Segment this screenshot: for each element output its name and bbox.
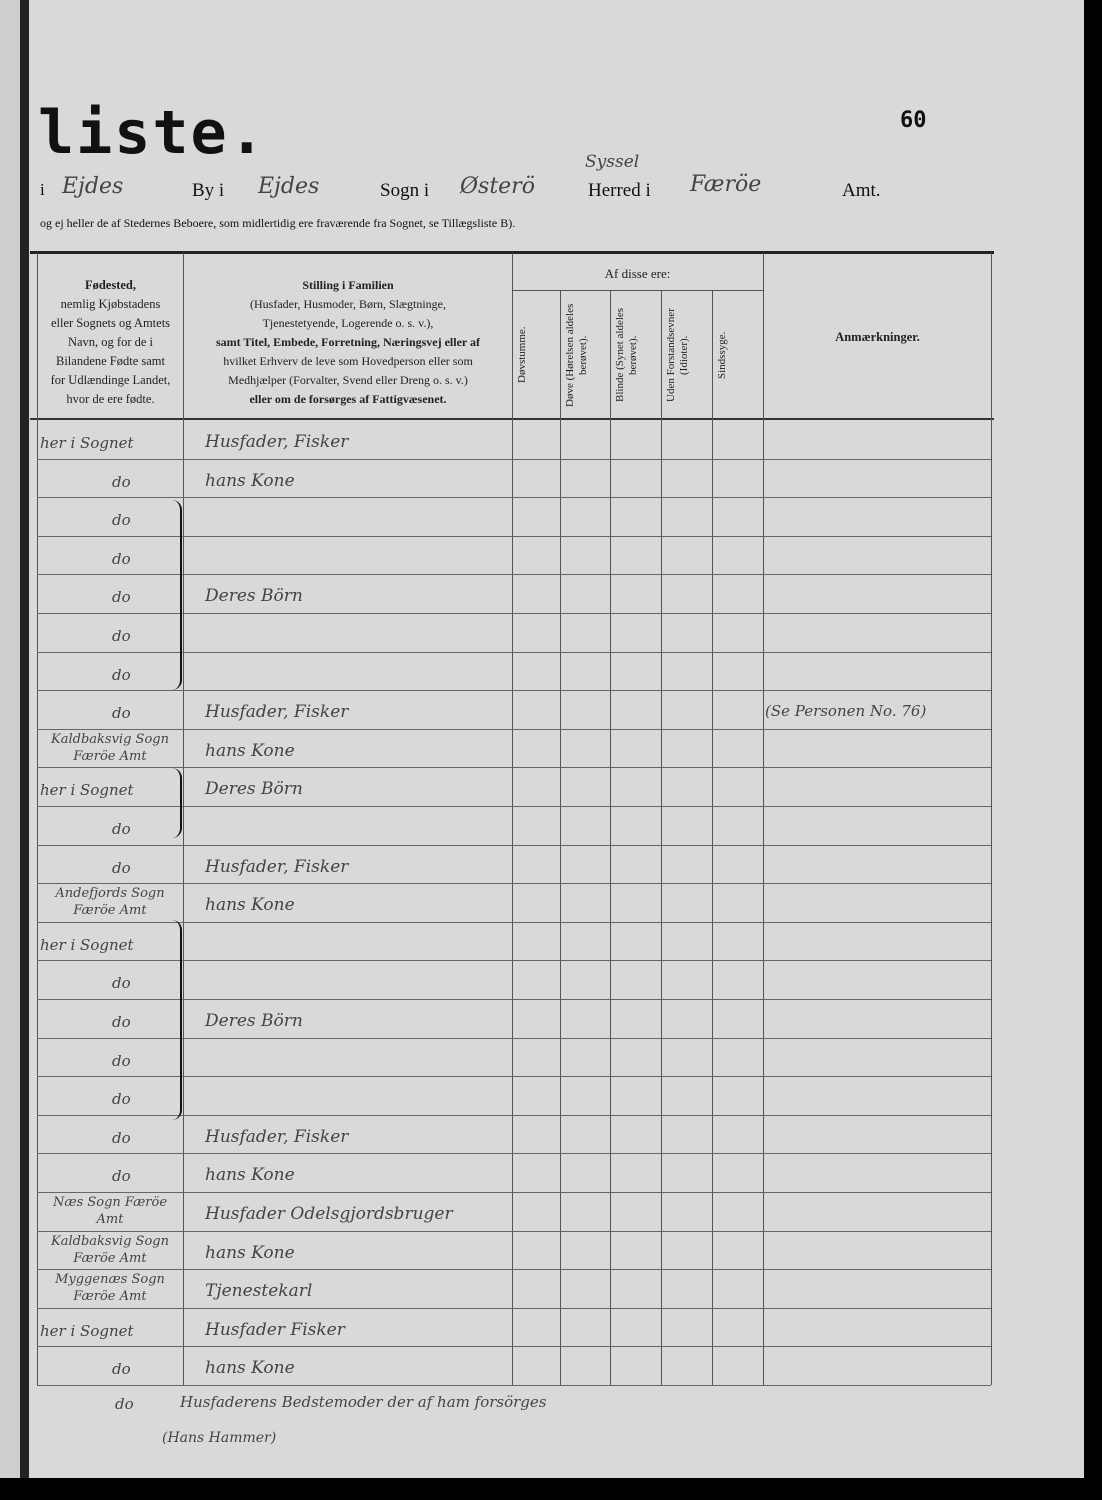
row-fodested: her i Sognet bbox=[40, 434, 134, 452]
row-fodested: Andefjords Sogn Færöe Amt bbox=[55, 886, 165, 918]
row-stilling: Husfader Odelsgjordsbruger bbox=[205, 1204, 453, 1224]
row-rule bbox=[37, 883, 991, 884]
instruction-note: og ej heller de af Stedernes Beboere, so… bbox=[40, 216, 516, 230]
row-fodested: Kaldbaksvig Sogn Færöe Amt bbox=[51, 732, 169, 764]
row-stilling: Husfader Fisker bbox=[205, 1320, 345, 1340]
label-sogn: Sogn i bbox=[380, 180, 430, 201]
row-stilling: hans Kone bbox=[205, 1243, 295, 1263]
row-fodested: do bbox=[112, 511, 131, 529]
row-stilling: Deres Börn bbox=[205, 779, 303, 799]
row-rule bbox=[37, 459, 991, 460]
row-stilling: Deres Börn bbox=[205, 586, 303, 606]
row-rule bbox=[37, 1192, 991, 1193]
row-fodested: her i Sognet bbox=[40, 936, 134, 954]
brace-children-3 bbox=[172, 920, 182, 1120]
row-fodested: Næs Sogn Færöe Amt bbox=[52, 1195, 168, 1227]
header-idioter: Uden Forstandsevner (Idioter). bbox=[665, 308, 690, 402]
row-rule bbox=[37, 1269, 991, 1270]
row-fodested: do bbox=[112, 1090, 131, 1108]
row-fodested: do bbox=[112, 974, 131, 992]
row-fodested: do bbox=[112, 1360, 131, 1378]
row-rule bbox=[37, 1076, 991, 1077]
row-rule bbox=[37, 1385, 991, 1386]
page-number: 60 bbox=[900, 108, 927, 133]
row-stilling: Tjenestekarl bbox=[205, 1281, 313, 1301]
brace-children-2 bbox=[172, 768, 182, 838]
row-fodested: do bbox=[112, 666, 131, 684]
header-fodested: Fødested, nemlig Kjøbstadens eller Sogne… bbox=[50, 278, 171, 406]
row-fodested: do bbox=[112, 704, 131, 722]
row-fodested: do bbox=[112, 627, 131, 645]
row-rule bbox=[37, 1231, 991, 1232]
row-fodested: do bbox=[112, 550, 131, 568]
amt-value: Færöe bbox=[690, 172, 762, 197]
header-dovstumme: Døvstumme. bbox=[516, 326, 528, 384]
row-stilling: hans Kone bbox=[205, 895, 295, 915]
row-fodested: do bbox=[112, 588, 131, 606]
label-i: i bbox=[40, 180, 45, 199]
row-rule bbox=[37, 1153, 991, 1154]
herred-correction: Syssel bbox=[585, 152, 640, 172]
row-rule bbox=[37, 574, 991, 575]
row-fodested: do bbox=[112, 1052, 131, 1070]
row-rule bbox=[37, 690, 991, 691]
binding-spine bbox=[20, 0, 29, 1478]
row-fodested: her i Sognet bbox=[40, 1322, 134, 1340]
town-value: Ejdes bbox=[62, 174, 124, 199]
row-stilling: Husfader, Fisker bbox=[205, 702, 349, 722]
row-rule bbox=[37, 1308, 991, 1309]
row-stilling: hans Kone bbox=[205, 1165, 295, 1185]
row-rule bbox=[37, 729, 991, 730]
row-stilling: Husfader, Fisker bbox=[205, 432, 349, 452]
row-stilling: hans Kone bbox=[205, 1358, 295, 1378]
row-fodested: Myggenæs Sogn Færöe Amt bbox=[55, 1272, 165, 1304]
page-title: liste. bbox=[38, 98, 267, 168]
row-rule bbox=[37, 536, 991, 537]
footer-name: (Hans Hammer) bbox=[162, 1430, 277, 1446]
row-fodested: do bbox=[112, 820, 131, 838]
row-rule bbox=[37, 806, 991, 807]
row-rule bbox=[37, 1346, 991, 1347]
row-fodested: do bbox=[112, 473, 131, 491]
row-rule bbox=[37, 767, 991, 768]
row-fodested: do bbox=[112, 1167, 131, 1185]
row-remark: (Se Personen No. 76) bbox=[765, 702, 927, 720]
row-rule bbox=[37, 652, 991, 653]
row-rule bbox=[37, 613, 991, 614]
row-rule bbox=[37, 999, 991, 1000]
by-value: Ejdes bbox=[258, 174, 320, 199]
header-blinde: Blinde (Synet aldeles berøvet). bbox=[614, 307, 639, 403]
row-fodested: Kaldbaksvig Sogn Færöe Amt bbox=[51, 1234, 169, 1266]
row-rule bbox=[37, 1115, 991, 1116]
brace-children-1 bbox=[172, 500, 182, 690]
label-amt: Amt. bbox=[842, 180, 881, 201]
header-sindssyge: Sindssyge. bbox=[716, 331, 728, 379]
row-fodested: do bbox=[112, 1013, 131, 1031]
row-fodested: do bbox=[112, 1129, 131, 1147]
sogn-value: Østerö bbox=[460, 174, 535, 199]
footer-stilling: Husfaderens Bedstemoder der af ham forsö… bbox=[180, 1393, 547, 1411]
row-rule bbox=[37, 960, 991, 961]
facing-page-edge bbox=[0, 0, 20, 1478]
row-rule bbox=[37, 922, 991, 923]
row-rule bbox=[37, 845, 991, 846]
row-stilling: Deres Börn bbox=[205, 1011, 303, 1031]
header-dove: Døve (Hørelsen aldeles berøvet). bbox=[564, 303, 589, 407]
row-fodested: her i Sognet bbox=[40, 781, 134, 799]
row-stilling: hans Kone bbox=[205, 471, 295, 491]
row-stilling: Husfader, Fisker bbox=[205, 857, 349, 877]
label-herred: Herred i bbox=[588, 180, 651, 201]
row-fodested: do bbox=[112, 859, 131, 877]
footer-fodested: do bbox=[115, 1395, 134, 1413]
row-rule bbox=[37, 1038, 991, 1039]
row-rule bbox=[37, 497, 991, 498]
header-af-disse: Af disse ere: bbox=[604, 266, 671, 281]
header-stilling: Stilling i Familien (Husfader, Husmoder,… bbox=[215, 278, 481, 406]
row-stilling: hans Kone bbox=[205, 741, 295, 761]
row-stilling: Husfader, Fisker bbox=[205, 1127, 349, 1147]
header-anmaerkninger: Anmærkninger. bbox=[835, 330, 920, 344]
label-by: By i bbox=[192, 180, 225, 201]
